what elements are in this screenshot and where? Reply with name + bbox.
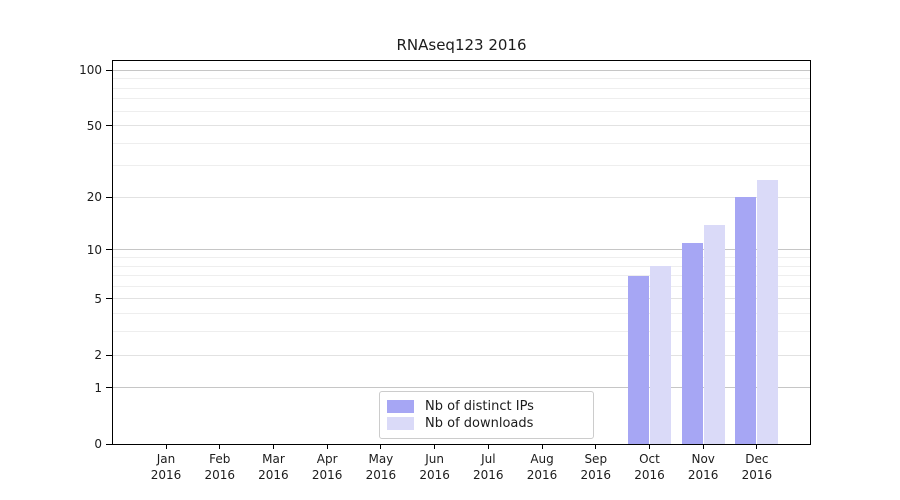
chart-title: RNAseq123 2016 [396, 36, 527, 54]
x-tick-label: Sep 2016 [580, 452, 612, 482]
x-tick-label: Nov 2016 [687, 452, 719, 482]
bar-distinct-ips [681, 242, 703, 444]
y-tick-mark [106, 387, 112, 389]
gridline [113, 256, 810, 258]
y-tick-label: 5 [94, 291, 102, 306]
gridline [113, 110, 810, 112]
y-tick-mark [106, 298, 112, 300]
y-tick-label: 0 [94, 437, 102, 451]
gridline [113, 313, 810, 315]
y-tick-mark [106, 196, 112, 198]
gridline [113, 354, 810, 356]
gridline [113, 249, 810, 251]
x-tick-mark [541, 445, 543, 449]
gridline [113, 196, 810, 198]
x-tick-label: Jun 2016 [419, 452, 450, 482]
legend-swatch-distinct-ips [387, 400, 414, 413]
x-tick-mark [648, 445, 650, 449]
y-tick-label: 20 [86, 190, 102, 205]
x-tick-mark [380, 445, 382, 449]
gridline [113, 165, 810, 167]
x-tick-label: Feb 2016 [204, 452, 235, 482]
legend-label-distinct-ips: Nb of distinct IPs [425, 399, 534, 414]
bar-downloads [757, 180, 779, 444]
y-tick-mark [106, 249, 112, 251]
legend-label-downloads: Nb of downloads [425, 416, 534, 431]
x-tick-mark [165, 445, 167, 449]
gridline [113, 142, 810, 144]
x-tick-label: Jan 2016 [150, 452, 182, 482]
x-tick-mark [434, 445, 436, 449]
gridline [113, 98, 810, 100]
gridline [113, 387, 810, 389]
x-tick-mark [272, 445, 274, 449]
gridline [113, 331, 810, 333]
y-tick-label: 10 [86, 242, 102, 257]
x-tick-mark [219, 445, 221, 449]
gridline [113, 69, 810, 71]
x-tick-label: Dec 2016 [741, 452, 773, 482]
gridline [113, 78, 810, 80]
y-tick-label: 1 [94, 380, 102, 395]
x-tick-mark [487, 445, 489, 449]
x-tick-label: Oct 2016 [634, 452, 665, 482]
y-tick-mark [106, 443, 112, 445]
bar-downloads [649, 266, 671, 444]
gridline [113, 285, 810, 287]
y-tick-label: 100 [79, 63, 102, 78]
x-tick-mark [756, 445, 758, 449]
x-tick-label: May 2016 [365, 452, 397, 482]
gridline [113, 298, 810, 300]
gridline [113, 265, 810, 267]
bar-downloads [703, 224, 725, 444]
y-tick-mark [106, 125, 112, 127]
x-tick-mark [595, 445, 597, 449]
x-tick-label: Mar 2016 [258, 452, 289, 482]
bar-distinct-ips [735, 197, 757, 444]
legend-entry-downloads: Nb of downloads [387, 415, 585, 432]
y-tick-label: 2 [94, 348, 102, 362]
plot-area: Nb of distinct IPs Nb of downloads [112, 60, 811, 445]
legend: Nb of distinct IPs Nb of downloads [379, 391, 594, 439]
x-tick-mark [702, 445, 704, 449]
x-tick-mark [326, 445, 328, 449]
gridline [113, 125, 810, 127]
y-tick-mark [106, 69, 112, 71]
gridline [113, 275, 810, 277]
bar-distinct-ips [627, 275, 649, 444]
x-tick-label: Apr 2016 [311, 452, 343, 482]
x-tick-label: Jul 2016 [473, 452, 504, 482]
gridline [113, 87, 810, 89]
legend-entry-distinct-ips: Nb of distinct IPs [387, 398, 585, 415]
legend-swatch-downloads [387, 417, 414, 430]
y-tick-mark [106, 354, 112, 356]
y-tick-label: 50 [86, 118, 102, 133]
x-tick-label: Aug 2016 [526, 452, 558, 482]
